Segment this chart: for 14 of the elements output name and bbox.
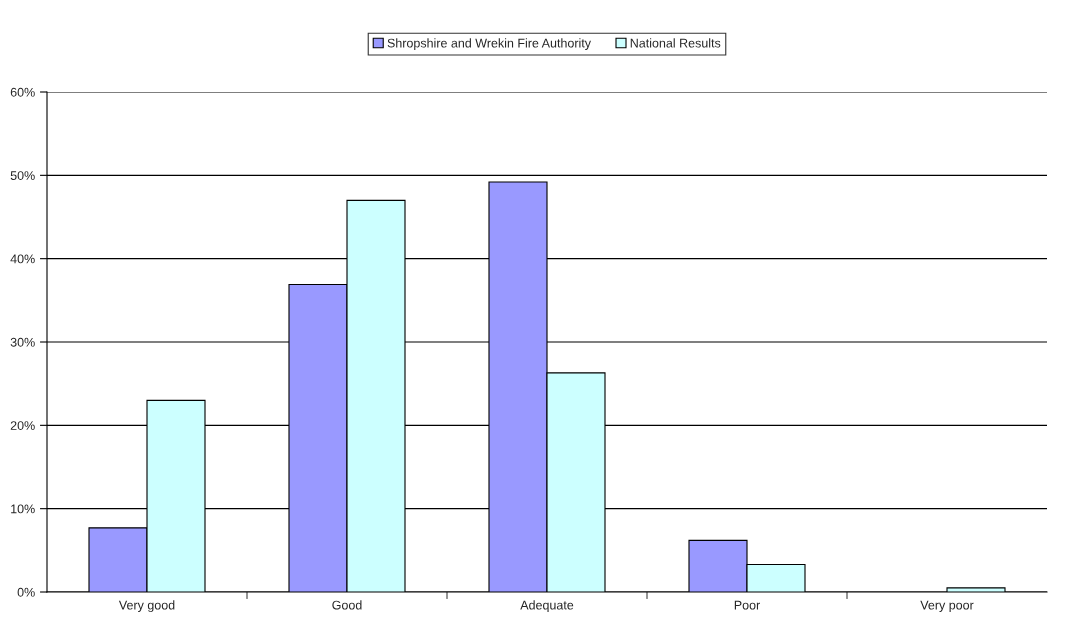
legend-label: Shropshire and Wrekin Fire Authority [387, 38, 591, 50]
legend-label: National Results [630, 38, 721, 48]
x-tick-label: Very good [118, 600, 175, 612]
y-tick-label: 50% [10, 171, 35, 180]
y-tick-label: 40% [10, 254, 35, 264]
y-tick-label: 60% [10, 87, 35, 97]
y-tick-label: 10% [11, 504, 35, 514]
y-tick-label: 20% [10, 421, 35, 430]
x-tick-label: Adequate [520, 600, 574, 612]
x-tick-label: Poor [734, 600, 760, 610]
y-tick-label: 30% [10, 337, 35, 347]
x-tick-label: Very poor [920, 600, 974, 612]
y-tick-label: 0% [17, 587, 35, 597]
x-tick-label: Good [332, 600, 362, 610]
